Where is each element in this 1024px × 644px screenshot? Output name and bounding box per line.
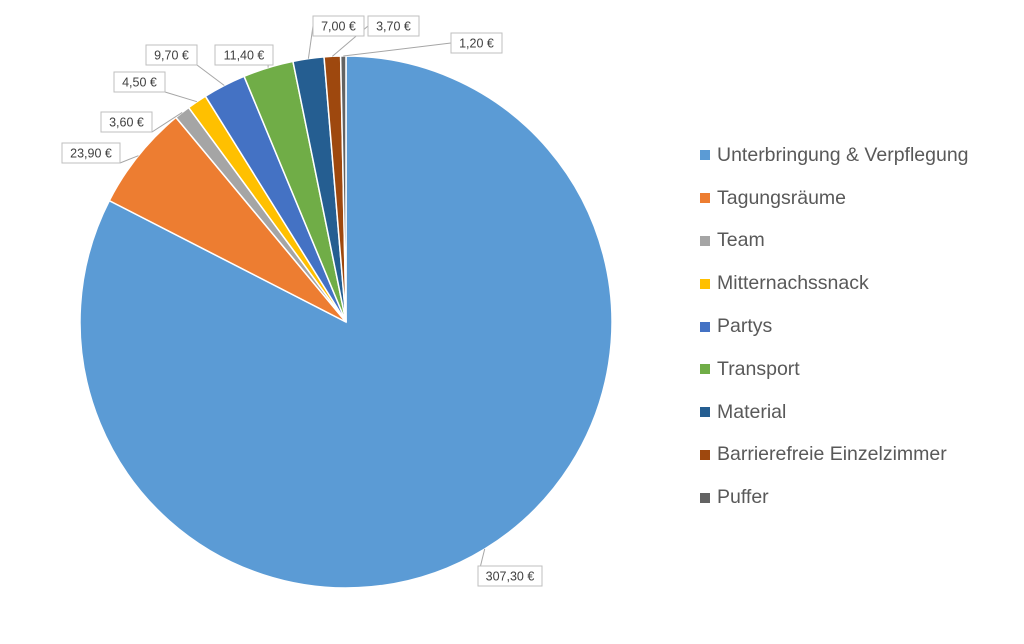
data-label-box (367, 15, 420, 37)
data-label-box (477, 565, 543, 587)
legend-swatch (700, 193, 710, 204)
data-label: 11,40 € (224, 49, 265, 63)
legend-swatch (700, 492, 710, 503)
legend-label: Material (717, 400, 787, 423)
data-label-box (312, 15, 365, 37)
data-label-box (61, 142, 121, 164)
data-label: 23,90 € (70, 147, 112, 161)
legend-label: Partys (717, 315, 773, 338)
leader-line (119, 155, 139, 164)
legend: Unterbringung & Verpflegung Tagungsräume T… (700, 134, 1020, 519)
legend-label: Barrierefreie Einzelzimmer (717, 443, 947, 466)
data-labels: 307,30 € 23,90 € 3,60 € 4,50 € 9,70 € 11,40 €… (61, 15, 543, 587)
leader-line (343, 42, 452, 57)
data-label-box (113, 71, 166, 93)
legend-swatch (700, 364, 710, 375)
leader-line (307, 25, 314, 59)
leader-line (164, 91, 198, 103)
data-label: 3,70 € (376, 20, 411, 34)
data-label: 7,00 € (321, 20, 356, 34)
legend-item: Unterbringung & Verpflegung (700, 134, 1020, 177)
legend-item: Puffer (700, 476, 1020, 519)
legend-swatch (700, 407, 710, 418)
legend-swatch (700, 235, 710, 246)
legend-item: Mitternachssnack (700, 262, 1020, 305)
data-label: 1,20 € (459, 37, 494, 51)
legend-item: Tagungsräume (700, 177, 1020, 220)
legend-label: Team (717, 229, 765, 252)
legend-swatch (700, 321, 710, 332)
legend-label: Puffer (717, 486, 769, 509)
legend-label: Tagungsräume (717, 186, 846, 209)
legend-swatch (700, 150, 710, 161)
data-label-box (450, 32, 503, 54)
legend-item: Transport (700, 348, 1020, 391)
legend-item: Team (700, 220, 1020, 263)
pie-slices (79, 55, 613, 589)
data-label-box (145, 44, 198, 66)
legend-item: Partys (700, 305, 1020, 348)
legend-item: Barrierefreie Einzelzimmer (700, 434, 1020, 477)
leader-line (196, 64, 225, 86)
legend-label: Transport (717, 357, 800, 380)
data-label-box (214, 44, 274, 66)
legend-label: Mitternachssnack (717, 272, 869, 295)
data-label-box (100, 111, 153, 133)
data-label: 307,30 € (486, 570, 535, 584)
legend-swatch (700, 278, 710, 289)
legend-label: Unterbringung & Verpflegung (717, 143, 969, 166)
data-label: 9,70 € (154, 49, 189, 63)
legend-swatch (700, 449, 710, 460)
legend-item: Material (700, 391, 1020, 434)
leader-line (151, 111, 183, 133)
data-label: 4,50 € (122, 76, 157, 90)
data-label: 3,60 € (109, 116, 144, 130)
